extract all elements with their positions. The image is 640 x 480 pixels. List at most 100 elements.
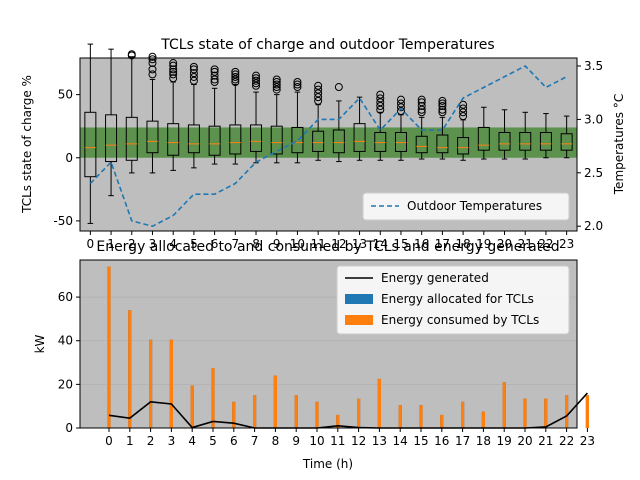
box-outlier xyxy=(459,108,468,117)
bottom-x-tick-label: 9 xyxy=(292,434,300,448)
top-chart-title: TCLs state of charge and outdoor Tempera… xyxy=(160,37,494,53)
bottom-x-tick-label: 23 xyxy=(580,434,595,448)
box-hour-6 xyxy=(208,65,221,165)
top-chart: TCLs state of charge and outdoor Tempera… xyxy=(20,37,626,251)
bottom-x-tick-label: 6 xyxy=(230,434,238,448)
box-outlier xyxy=(169,65,178,74)
top-x-tick-label: 6 xyxy=(211,237,219,251)
bottom-x-axis-label: Time (h) xyxy=(302,457,353,471)
box-outlier xyxy=(293,77,302,86)
box-iqr xyxy=(84,111,97,178)
bottom-x-tick-label: 0 xyxy=(105,434,113,448)
top-x-tick-label: 10 xyxy=(290,237,305,251)
top-plot-frame xyxy=(79,57,578,232)
box-iqr xyxy=(229,124,242,155)
box-iqr xyxy=(436,134,449,154)
box-iqr xyxy=(105,114,118,163)
top-x-tick-label: 12 xyxy=(331,237,346,251)
consumed-bar-hour-14 xyxy=(398,405,402,428)
box-outlier xyxy=(169,70,178,79)
bottom-x-tick-label: 10 xyxy=(309,434,324,448)
box-outlier xyxy=(252,74,261,83)
box-outlier xyxy=(210,67,219,76)
top-x-tick-label: 23 xyxy=(559,237,574,251)
box-outlier xyxy=(189,69,198,78)
consumed-bar-hour-20 xyxy=(523,398,527,428)
box-outlier xyxy=(376,105,385,114)
box-iqr xyxy=(167,123,180,156)
box-hour-5 xyxy=(187,62,200,169)
box-outlier xyxy=(148,55,157,64)
box-outlier xyxy=(438,108,447,117)
box-iqr xyxy=(125,116,138,161)
box-outlier xyxy=(252,71,261,80)
box-outlier xyxy=(189,72,198,81)
top-x-tick-label: 16 xyxy=(414,237,429,251)
box-hour-17 xyxy=(436,96,449,160)
box-iqr xyxy=(270,125,283,155)
box-outlier xyxy=(210,77,219,86)
box-outlier xyxy=(169,59,178,68)
top-y2-tick-label: 3.5 xyxy=(584,59,603,73)
box-outlier xyxy=(438,99,447,108)
box-hour-15 xyxy=(394,95,407,161)
top-y2-tick-label: 2.5 xyxy=(584,166,603,180)
consumed-bar-hour-7 xyxy=(253,395,257,428)
box-outlier xyxy=(272,80,281,89)
consumed-bar-hour-9 xyxy=(294,395,298,428)
consumed-bar-hour-6 xyxy=(232,401,236,428)
top-legend-box xyxy=(362,192,570,221)
bottom-y-tick-label: 0 xyxy=(65,421,73,435)
box-outlier xyxy=(252,79,261,88)
consumed-bar-hour-8 xyxy=(273,375,277,428)
bottom-x-tick-label: 16 xyxy=(434,434,449,448)
top-x-tick-label: 0 xyxy=(87,237,95,251)
box-hour-0 xyxy=(84,43,97,224)
box-iqr xyxy=(250,124,263,152)
consumed-bar-hour-23 xyxy=(585,395,589,428)
box-iqr xyxy=(374,132,387,152)
box-hour-9 xyxy=(270,75,283,164)
top-x-tick-label: 5 xyxy=(190,237,198,251)
consumed-bar-hour-3 xyxy=(169,339,173,428)
bottom-x-tick-label: 17 xyxy=(455,434,470,448)
box-outlier xyxy=(148,52,157,61)
box-hour-11 xyxy=(312,81,325,161)
bottom-x-tick-label: 18 xyxy=(476,434,491,448)
box-outlier xyxy=(231,77,240,86)
bottom-y-tick-label: 20 xyxy=(58,377,73,391)
box-outlier xyxy=(272,77,281,86)
consumed-bar-hour-12 xyxy=(357,398,361,428)
consumed-bar-hour-15 xyxy=(419,405,423,428)
box-hour-19 xyxy=(477,106,490,160)
box-outlier xyxy=(396,107,405,116)
box-iqr xyxy=(312,130,325,152)
consumed-bar-hour-13 xyxy=(377,378,381,428)
consumed-bar-hour-11 xyxy=(336,414,340,428)
box-outlier xyxy=(459,104,468,113)
bottom-x-tick-label: 15 xyxy=(413,434,428,448)
bottom-x-tick-label: 19 xyxy=(497,434,512,448)
box-outlier xyxy=(148,70,157,79)
box-outlier xyxy=(376,90,385,99)
box-iqr xyxy=(146,120,159,154)
top-x-tick-label: 14 xyxy=(373,237,388,251)
consumed-bar-hour-22 xyxy=(565,395,569,428)
box-iqr xyxy=(477,126,490,151)
top-x-tick-label: 9 xyxy=(273,237,281,251)
box-hour-21 xyxy=(519,111,532,160)
bottom-legend-allocated-swatch xyxy=(345,294,373,304)
top-y2-tick-label: 3.0 xyxy=(584,112,603,126)
bottom-legend-allocated-label: Energy allocated for TCLs xyxy=(381,292,534,306)
top-y-tick-label: 0 xyxy=(65,151,73,165)
top-legend: Outdoor Temperatures xyxy=(362,192,570,221)
box-iqr xyxy=(560,133,573,151)
box-outlier xyxy=(189,65,198,74)
consumed-bar-hour-2 xyxy=(149,339,153,428)
consumed-bar-hour-18 xyxy=(481,411,485,428)
box-iqr xyxy=(208,125,221,156)
box-outlier xyxy=(314,96,323,105)
bottom-x-tick-label: 22 xyxy=(559,434,574,448)
box-hour-1 xyxy=(105,48,118,197)
box-iqr xyxy=(332,129,345,154)
